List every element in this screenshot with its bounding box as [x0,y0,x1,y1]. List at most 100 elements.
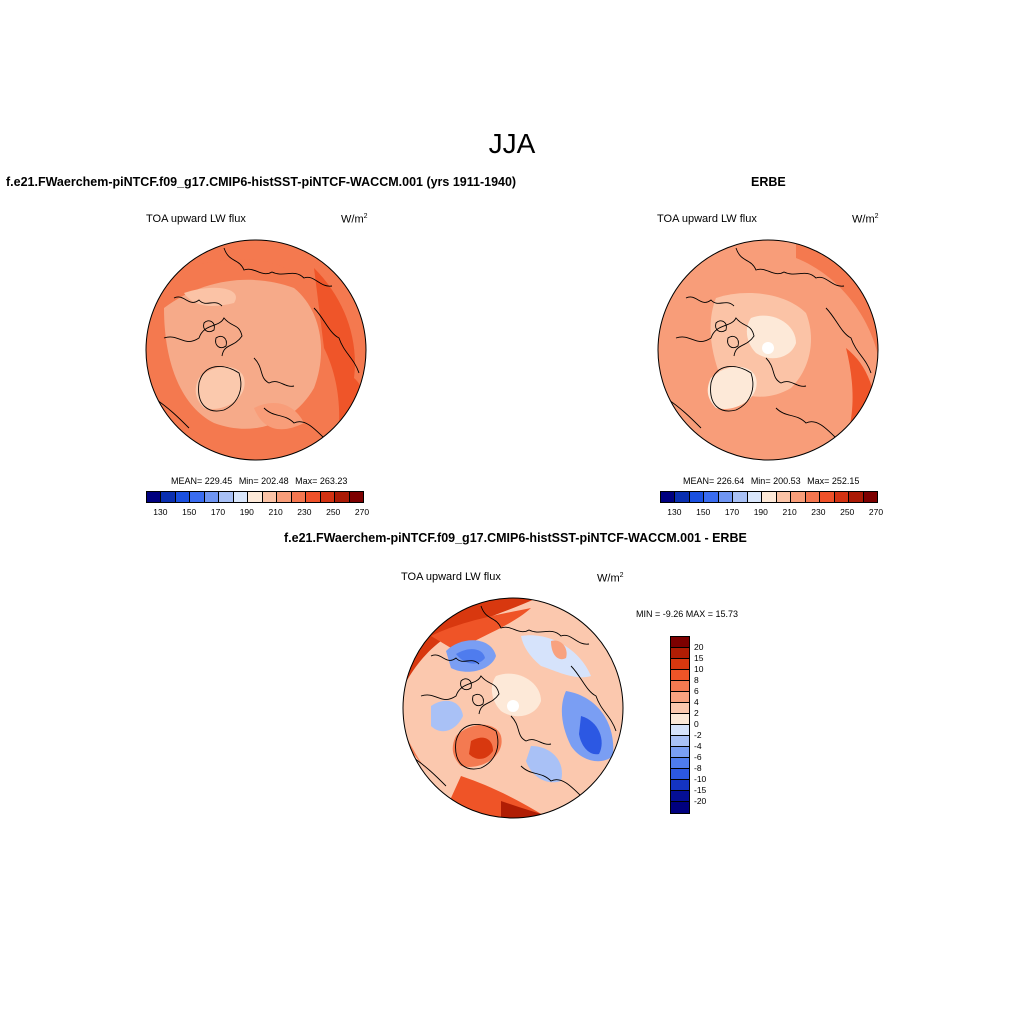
obs-colorbar-tick-label: 210 [782,507,797,517]
diff-colorbar-tick-label: -20 [694,796,707,806]
diff-units-exponent: 2 [619,572,624,579]
diff-colorbar-tick-label: 6 [694,686,699,696]
diff-colorbar-swatch [671,637,689,648]
diff-colorbar-tick-label: -2 [694,730,702,740]
obs-colorbar-swatch [689,492,705,502]
model-colorbar-swatch [219,492,234,502]
obs-colorbar-tick-label: 270 [868,507,884,517]
obs-colorbar-swatch [863,492,878,502]
model-colorbar-swatch [248,492,263,502]
model-colorbar-swatch [277,492,292,502]
diff-colorbar-swatch [671,791,689,802]
obs-colorbar-swatch [762,492,777,502]
diff-colorbar-swatch [671,802,689,813]
model-colorbar-swatch [320,492,336,502]
obs-map-border [657,239,879,461]
diff-colorbar-swatch [671,648,689,659]
diff-colorbar-tick-label: -4 [694,741,702,751]
model-colorbar-swatch [306,492,321,502]
diff-colorbar-tick-label: 10 [694,664,704,674]
obs-coastlines [665,247,872,439]
diff-colorbar-swatch [671,692,689,703]
model-colorbar-swatch [262,492,278,502]
model-map-border [145,239,367,461]
model-colorbar-tick-label: 250 [326,507,341,517]
obs-colorbar-swatch [704,492,719,502]
obs-colorbar-swatch [733,492,748,502]
obs-colorbar [660,491,878,503]
diff-colorbar-tick-label: -8 [694,763,702,773]
obs-colorbar-swatch [820,492,835,502]
model-colorbar-swatch [349,492,364,502]
diff-colorbar-swatch [671,681,689,692]
model-colorbar-tick-label: 150 [182,507,197,517]
model-colorbar-swatch [147,492,162,502]
obs-panel-title: ERBE [751,175,786,189]
model-map-greenland [195,366,245,409]
diff-panel-title: f.e21.FWaerchem-piNTCF.f09_g17.CMIP6-his… [284,531,747,545]
model-units-text: W/m [341,213,364,226]
model-colorbar-swatch [204,492,220,502]
obs-max: Max= 252.15 [807,476,860,486]
obs-polar-map [657,239,879,461]
figure-title: JJA [488,128,536,159]
obs-colorbar-swatch [661,492,676,502]
model-colorbar [146,491,364,503]
diff-units-text: W/m [597,572,620,585]
obs-units-exponent: 2 [874,213,879,220]
obs-colorbar-tick-label: 130 [667,507,682,517]
model-colorbar-tick-label: 130 [153,507,168,517]
diff-colorbar-swatch [671,758,689,769]
diff-variable-label: TOA upward LW flux [401,571,501,583]
diff-colorbar-tick-label: 8 [694,675,699,685]
diff-colorbar-swatch [671,703,689,714]
diff-colorbar-swatch [671,780,689,791]
obs-colorbar-tick-label: 230 [811,507,826,517]
obs-map-pole-hole [762,342,774,354]
obs-units-text: W/m [852,213,875,226]
diff-colorbar-swatch [671,670,689,681]
diff-colorbar-swatch [671,747,689,758]
model-colorbar-tick-label: 230 [297,507,312,517]
model-colorbar-swatch [161,492,176,502]
model-colorbar-tick-label: 170 [210,507,226,517]
diff-colorbar-tick-label: 0 [694,719,699,729]
diff-map-positive-s [501,801,561,818]
obs-colorbar-tick-label: 170 [724,507,740,517]
obs-colorbar-swatch [675,492,690,502]
model-coastlines [153,247,360,439]
diff-colorbar-swatch [671,659,689,670]
model-colorbar-tick-label: 270 [354,507,370,517]
diff-colorbar-ticks: 20 15 10 8 6 4 2 0 -2 -4 -6 -8 -10 -15 -20 [694,636,724,816]
model-colorbar-tick-label: 210 [268,507,283,517]
model-variable-label: TOA upward LW flux [146,213,246,225]
obs-colorbar-swatch [805,492,821,502]
obs-colorbar-swatch [791,492,806,502]
model-min: Min= 202.48 [238,476,289,486]
model-units-exponent: 2 [363,213,368,220]
model-panel-title: f.e21.FWaerchem-piNTCF.f09_g17.CMIP6-his… [6,175,517,189]
diff-colorbar-swatch [671,714,689,725]
diff-colorbar-tick-label: -10 [694,774,707,784]
obs-colorbar-swatch [834,492,850,502]
obs-colorbar-swatch [747,492,763,502]
diff-colorbar-tick-label: 15 [694,653,704,663]
diff-units-label: W/m2 [597,572,624,585]
diff-map-pole-hole [507,700,519,712]
model-colorbar-swatch [291,492,307,502]
model-colorbar-swatch [233,492,249,502]
obs-map-greenland [707,366,757,409]
diff-colorbar-tick-label: 20 [694,642,704,652]
diff-minmax: MIN = -9.26 MAX = 15.73 [636,609,739,619]
obs-colorbar-tick-label: 250 [840,507,855,517]
diff-colorbar-swatch [671,725,689,736]
model-units-label: W/m2 [341,213,368,226]
obs-colorbar-ticks: 130 150 170 190 210 230 250 270 [660,507,883,519]
model-colorbar-tick-label: 190 [239,507,254,517]
obs-colorbar-swatch [849,492,864,502]
diff-colorbar-tick-label: -15 [694,785,707,795]
obs-min: Min= 200.53 [750,476,801,486]
model-max: Max= 263.23 [295,476,348,486]
model-polar-map [145,239,367,461]
obs-units-label: W/m2 [852,213,879,226]
